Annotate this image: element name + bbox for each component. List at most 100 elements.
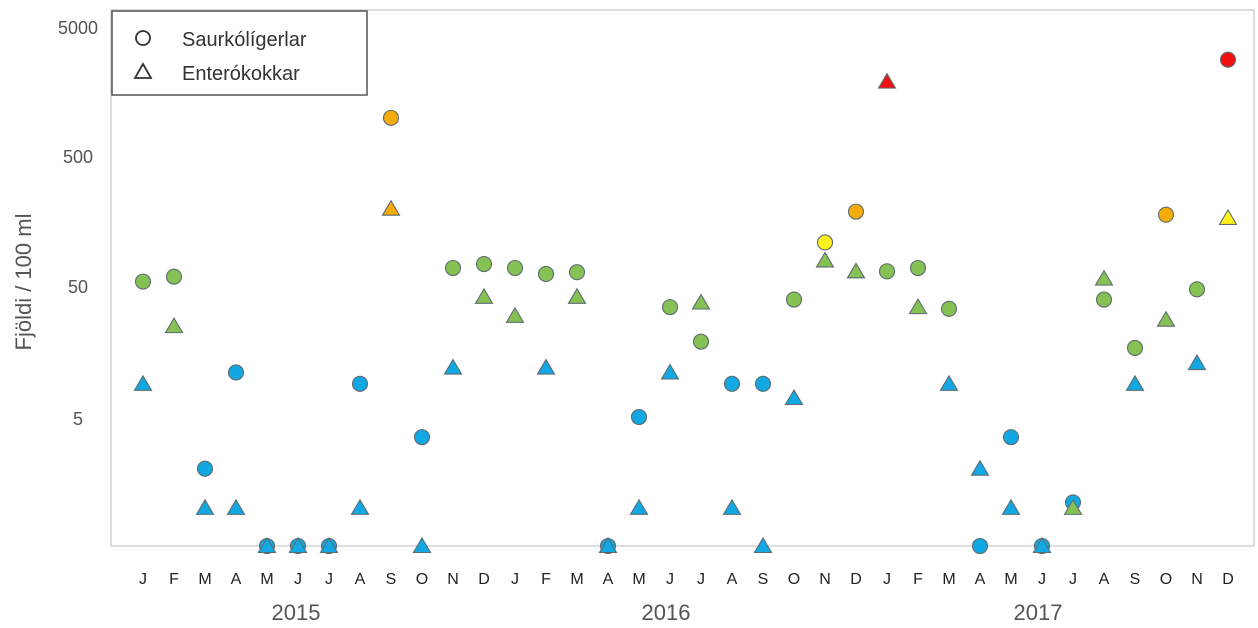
y-tick-label: 5	[73, 409, 83, 429]
circle-marker	[1126, 339, 1144, 356]
year-label-2017: 2017	[1014, 600, 1063, 625]
y-axis: 5 50 500 5000	[58, 18, 98, 429]
month-label: A	[231, 571, 242, 588]
month-label: F	[913, 571, 923, 588]
triangle-marker	[1125, 374, 1145, 391]
circle-marker	[506, 259, 524, 277]
month-label: N	[819, 571, 831, 588]
x-axis-years: 2015 2016 2017	[272, 600, 1063, 625]
triangle-marker	[505, 306, 525, 323]
month-label: F	[169, 571, 179, 588]
circle-marker	[382, 109, 400, 126]
triangle-marker	[691, 293, 711, 310]
month-label: S	[386, 571, 397, 588]
circle-marker	[1219, 51, 1237, 68]
triangle-marker	[164, 317, 184, 334]
triangle-marker	[970, 459, 990, 476]
month-label: J	[666, 571, 674, 588]
circle-marker	[661, 299, 679, 316]
circle-marker	[227, 364, 245, 381]
circle-marker	[847, 203, 865, 220]
month-label: A	[727, 571, 738, 588]
circle-marker	[1157, 206, 1175, 223]
triangle-marker	[288, 536, 308, 554]
triangle-marker	[412, 536, 432, 554]
triangle-marker	[660, 363, 680, 380]
month-label: M	[632, 571, 645, 588]
month-label: J	[883, 571, 891, 588]
month-label: N	[447, 571, 459, 588]
data-markers	[133, 51, 1238, 555]
month-label: A	[1099, 571, 1110, 588]
month-label: O	[1160, 571, 1172, 588]
triangle-marker	[1001, 498, 1021, 515]
month-label: D	[1222, 571, 1234, 588]
triangle-marker	[567, 287, 587, 304]
triangle-marker	[1032, 536, 1052, 554]
month-label: O	[788, 571, 800, 588]
month-label: J	[511, 571, 519, 588]
triangle-marker	[1156, 310, 1176, 327]
year-label-2016: 2016	[642, 600, 691, 625]
triangle-marker	[381, 199, 401, 216]
triangle-marker	[784, 388, 804, 406]
month-label: A	[355, 571, 366, 588]
circle-marker	[878, 263, 896, 280]
triangle-marker	[815, 251, 835, 268]
triangle-marker	[629, 498, 649, 515]
legend-triangle-icon	[133, 62, 153, 79]
triangle-marker	[474, 287, 494, 304]
triangle-marker	[536, 358, 556, 375]
legend-box	[111, 10, 368, 96]
month-label: F	[541, 571, 551, 588]
circle-marker	[754, 375, 772, 392]
triangle-marker	[939, 374, 959, 391]
triangle-marker	[319, 536, 339, 554]
y-tick-label: 500	[63, 147, 93, 167]
month-label: J	[697, 571, 705, 588]
month-label: S	[758, 571, 769, 588]
triangle-marker	[1063, 498, 1083, 515]
y-tick-label: 50	[68, 277, 88, 297]
circle-marker	[630, 408, 648, 426]
triangle-marker	[350, 498, 370, 515]
plot-area	[110, 9, 1255, 547]
circle-marker	[537, 265, 555, 283]
circle-marker	[1188, 281, 1206, 298]
month-label: J	[139, 571, 147, 588]
month-label: D	[478, 571, 490, 588]
month-label: M	[260, 571, 273, 588]
month-label: N	[1191, 571, 1203, 588]
circle-marker	[909, 259, 927, 277]
circle-marker	[568, 264, 586, 281]
circle-marker	[475, 256, 493, 273]
circle-marker	[1095, 291, 1113, 308]
month-label: J	[325, 571, 333, 588]
triangle-marker	[722, 498, 742, 515]
month-label: A	[603, 571, 614, 588]
circle-marker	[413, 429, 431, 446]
triangle-marker	[257, 536, 277, 554]
month-label: J	[1038, 571, 1046, 588]
legend-circle-icon	[135, 30, 151, 46]
triangle-marker	[1187, 353, 1207, 371]
y-axis-title: Fjöldi / 100 ml	[11, 214, 36, 351]
triangle-marker	[1218, 208, 1238, 225]
month-label: J	[294, 571, 302, 588]
circle-marker	[940, 300, 958, 317]
circle-marker	[1002, 429, 1020, 446]
triangle-marker	[133, 374, 153, 391]
month-label: A	[975, 571, 986, 588]
legend-label-saurkoligerlar: Saurkólígerlar	[182, 29, 307, 51]
legend: Saurkólígerlar Enterókokkar	[111, 10, 368, 96]
month-label: O	[416, 571, 428, 588]
y-tick-label: 5000	[58, 18, 98, 38]
triangle-marker	[753, 536, 773, 554]
month-label: M	[570, 571, 583, 588]
year-label-2015: 2015	[272, 600, 321, 625]
triangle-marker	[1094, 269, 1114, 286]
triangle-marker	[846, 262, 866, 279]
triangle-marker	[877, 72, 897, 89]
circle-marker	[971, 537, 989, 555]
